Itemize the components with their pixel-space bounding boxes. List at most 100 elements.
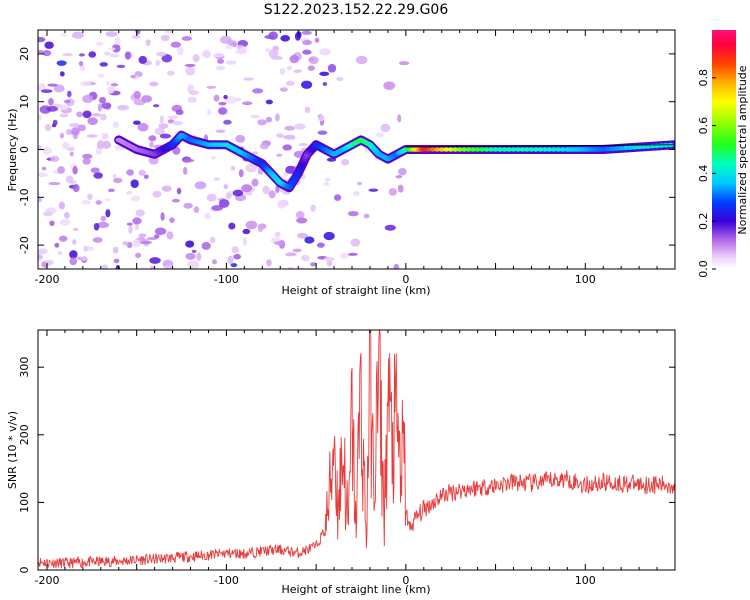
noise-blob <box>264 35 275 39</box>
noise-blob <box>166 231 174 240</box>
noise-blob <box>59 105 69 111</box>
spectrogram-x-tick-label: 0 <box>402 273 409 286</box>
noise-blob <box>132 239 141 248</box>
noise-blob <box>289 54 300 64</box>
noise-blob <box>218 107 227 115</box>
noise-blob <box>398 168 407 176</box>
noise-blob <box>223 184 229 189</box>
noise-blob <box>301 254 310 262</box>
noise-blob <box>215 129 226 133</box>
noise-blob <box>185 66 196 76</box>
noise-blob <box>310 262 317 267</box>
noise-blob <box>296 217 308 224</box>
noise-blob <box>265 99 273 105</box>
noise-blob <box>266 259 272 267</box>
noise-blob <box>152 190 162 198</box>
noise-blob <box>187 260 200 269</box>
ridge-point <box>478 147 486 152</box>
noise-blob <box>38 172 48 178</box>
noise-blob <box>143 174 149 179</box>
snr-x-tick-label: -200 <box>34 574 59 587</box>
noise-blob <box>333 194 342 201</box>
noise-blob <box>112 246 119 254</box>
noise-blob <box>72 184 80 193</box>
noise-blob <box>323 256 335 262</box>
noise-blob <box>307 65 315 71</box>
noise-blob <box>176 46 184 56</box>
noise-blob <box>54 242 60 248</box>
noise-blob <box>95 200 102 205</box>
noise-blob <box>292 248 302 253</box>
colorbar-tick-label: 0.2 <box>697 212 710 230</box>
noise-blob <box>204 212 212 220</box>
noise-blob <box>251 151 259 155</box>
ridge-point <box>447 147 454 152</box>
ridge-point <box>425 147 432 152</box>
noise-blob <box>327 63 337 73</box>
ridge-point <box>555 147 562 152</box>
noise-blob <box>78 61 84 67</box>
spectrogram-x-tick-label: -200 <box>34 273 59 286</box>
ridge-point <box>501 147 508 152</box>
noise-blob <box>88 51 97 58</box>
noise-blob <box>398 61 410 66</box>
ridge-point <box>492 147 499 152</box>
noise-blob <box>251 178 259 187</box>
noise-blob <box>38 197 43 203</box>
noise-blob <box>112 121 119 129</box>
noise-blob <box>153 234 160 239</box>
noise-blob <box>122 241 129 246</box>
noise-blob <box>71 127 80 136</box>
noise-blob <box>185 252 196 260</box>
noise-blob <box>44 123 52 132</box>
noise-blob <box>257 119 267 126</box>
noise-blob <box>375 132 384 138</box>
spectrogram-y-tick-label: -20 <box>18 236 31 254</box>
noise-blob <box>152 104 160 108</box>
noise-blob <box>223 94 228 100</box>
noise-blob <box>81 256 88 262</box>
ridge-point <box>469 147 477 152</box>
colorbar-label: Normalized spectral amplitude <box>736 65 749 234</box>
noise-blob <box>164 30 174 34</box>
noise-blob <box>293 69 303 73</box>
noise-blob <box>60 71 65 77</box>
noise-blob <box>49 220 55 227</box>
ridge-point <box>523 147 531 152</box>
noise-blob <box>176 187 182 195</box>
noise-blob <box>138 55 147 64</box>
noise-blob <box>284 125 295 131</box>
noise-blob <box>96 140 105 149</box>
noise-blob <box>213 94 220 102</box>
noise-blob <box>323 231 335 241</box>
noise-blob <box>47 83 58 87</box>
ridge-point <box>514 147 522 152</box>
ridge-point <box>451 147 459 152</box>
snr-y-tick-label: 200 <box>18 424 31 445</box>
noise-blob <box>38 36 46 43</box>
noise-blob <box>48 97 54 106</box>
noise-blob <box>298 143 308 147</box>
ridge-point <box>438 147 445 152</box>
noise-blob <box>124 51 132 60</box>
spectrogram-x-tick-label: -100 <box>214 273 239 286</box>
noise-blob <box>242 101 253 106</box>
noise-blob <box>62 53 73 57</box>
noise-blob <box>170 41 182 48</box>
noise-blob <box>383 81 396 90</box>
noise-blob <box>275 113 280 122</box>
noise-blob <box>67 90 72 98</box>
noise-blob <box>138 233 147 238</box>
noise-blob <box>140 241 153 245</box>
snr-y-tick-label: 0 <box>18 567 31 574</box>
noise-blob <box>194 181 207 190</box>
noise-blob <box>169 217 175 223</box>
noise-blob <box>112 174 117 179</box>
noise-blob <box>108 188 115 193</box>
noise-blob <box>231 246 239 254</box>
noise-blob <box>117 104 130 111</box>
colorbar-tick-label: 0.4 <box>697 165 710 183</box>
noise-blob <box>58 235 68 242</box>
noise-blob <box>87 193 93 201</box>
